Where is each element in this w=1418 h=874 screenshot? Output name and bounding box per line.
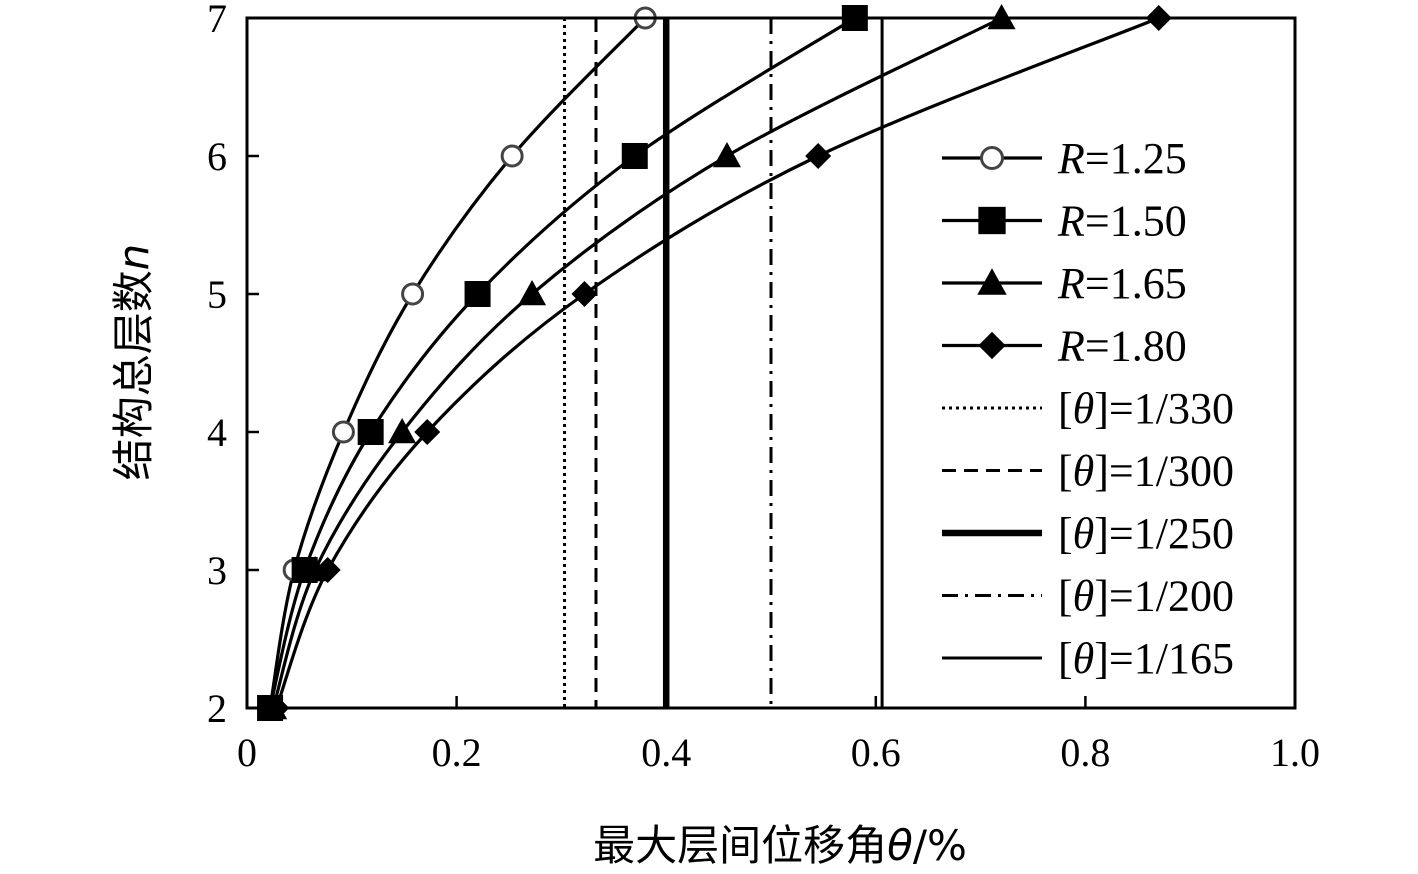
legend-label-7: [θ]=1/250 xyxy=(1058,509,1234,558)
x-axis-title: 最大层间位移角θ/% xyxy=(593,821,967,870)
curves-layer xyxy=(268,16,1160,709)
series-3-point-4 xyxy=(518,280,547,306)
series-2-point-3 xyxy=(357,419,384,445)
y-tick-label-4: 5 xyxy=(207,272,227,317)
markers-layer xyxy=(257,4,1172,721)
series-4-point-5 xyxy=(805,143,832,169)
legend-label-4: R=1.80 xyxy=(1057,322,1187,371)
series-3-point-3 xyxy=(388,418,417,444)
legend-label-6: [θ]=1/300 xyxy=(1058,447,1234,496)
series-4-line xyxy=(274,16,1160,709)
series-2-line xyxy=(268,16,856,709)
plot-frame xyxy=(245,16,1297,710)
series-1-point-4 xyxy=(401,282,425,306)
x-tick-label-5: 0.8 xyxy=(1060,730,1110,775)
x-axis-title-unit: /% xyxy=(913,821,967,870)
series-1-point-5 xyxy=(500,144,524,168)
legend-label-8: [θ]=1/200 xyxy=(1058,572,1234,621)
series-4-point-2 xyxy=(314,557,341,583)
y-axis-title-symbol: n xyxy=(109,244,158,271)
y-axis-title: 结构总层数n xyxy=(109,244,158,481)
legend-label-1: R=1.25 xyxy=(1057,134,1187,183)
legend-label-3: R=1.65 xyxy=(1057,259,1187,308)
series-1-line xyxy=(268,16,647,709)
x-axis-title-symbol: θ xyxy=(887,821,913,870)
y-tick-label-5: 6 xyxy=(207,134,227,179)
legend-label-9: [θ]=1/165 xyxy=(1058,634,1234,683)
legend: R=1.25 R=1.50 R=1.65 R=1.80 [θ]=1/330 [θ]=1/3… xyxy=(942,134,1234,683)
legend-marker-1 xyxy=(980,146,1004,170)
x-tick-label-4: 0.6 xyxy=(851,730,901,775)
y-tick-label-6: 7 xyxy=(207,0,227,41)
x-tick-label-2: 0.2 xyxy=(432,730,482,775)
series-2-point-4 xyxy=(464,281,491,307)
reference-lines-layer xyxy=(563,18,884,708)
y-tick-label-2: 3 xyxy=(207,548,227,593)
x-tick-label-6: 1.0 xyxy=(1270,730,1320,775)
y-tick-label-1: 2 xyxy=(207,686,227,731)
legend-marker-4 xyxy=(978,331,1006,360)
x-tick-label-3: 0.4 xyxy=(641,730,691,775)
ticks-layer: 0 0.2 0.4 0.6 0.8 1.0 2 3 4 5 6 7 xyxy=(207,0,1320,775)
series-1-point-3 xyxy=(331,420,355,444)
y-tick-label-3: 4 xyxy=(207,410,227,455)
series-4-point-4 xyxy=(571,281,598,307)
legend-label-5: [θ]=1/330 xyxy=(1058,384,1234,433)
y-axis-title-text: 结构总层数 xyxy=(109,270,158,480)
series-4-point-3 xyxy=(414,419,441,445)
x-tick-label-1: 0 xyxy=(237,730,257,775)
legend-label-2: R=1.50 xyxy=(1057,197,1187,246)
series-2-point-5 xyxy=(621,143,648,169)
legend-marker-3 xyxy=(977,268,1007,295)
series-3-point-5 xyxy=(712,142,741,168)
legend-marker-2 xyxy=(978,206,1006,235)
x-axis-title-text: 最大层间位移角 xyxy=(593,821,887,870)
